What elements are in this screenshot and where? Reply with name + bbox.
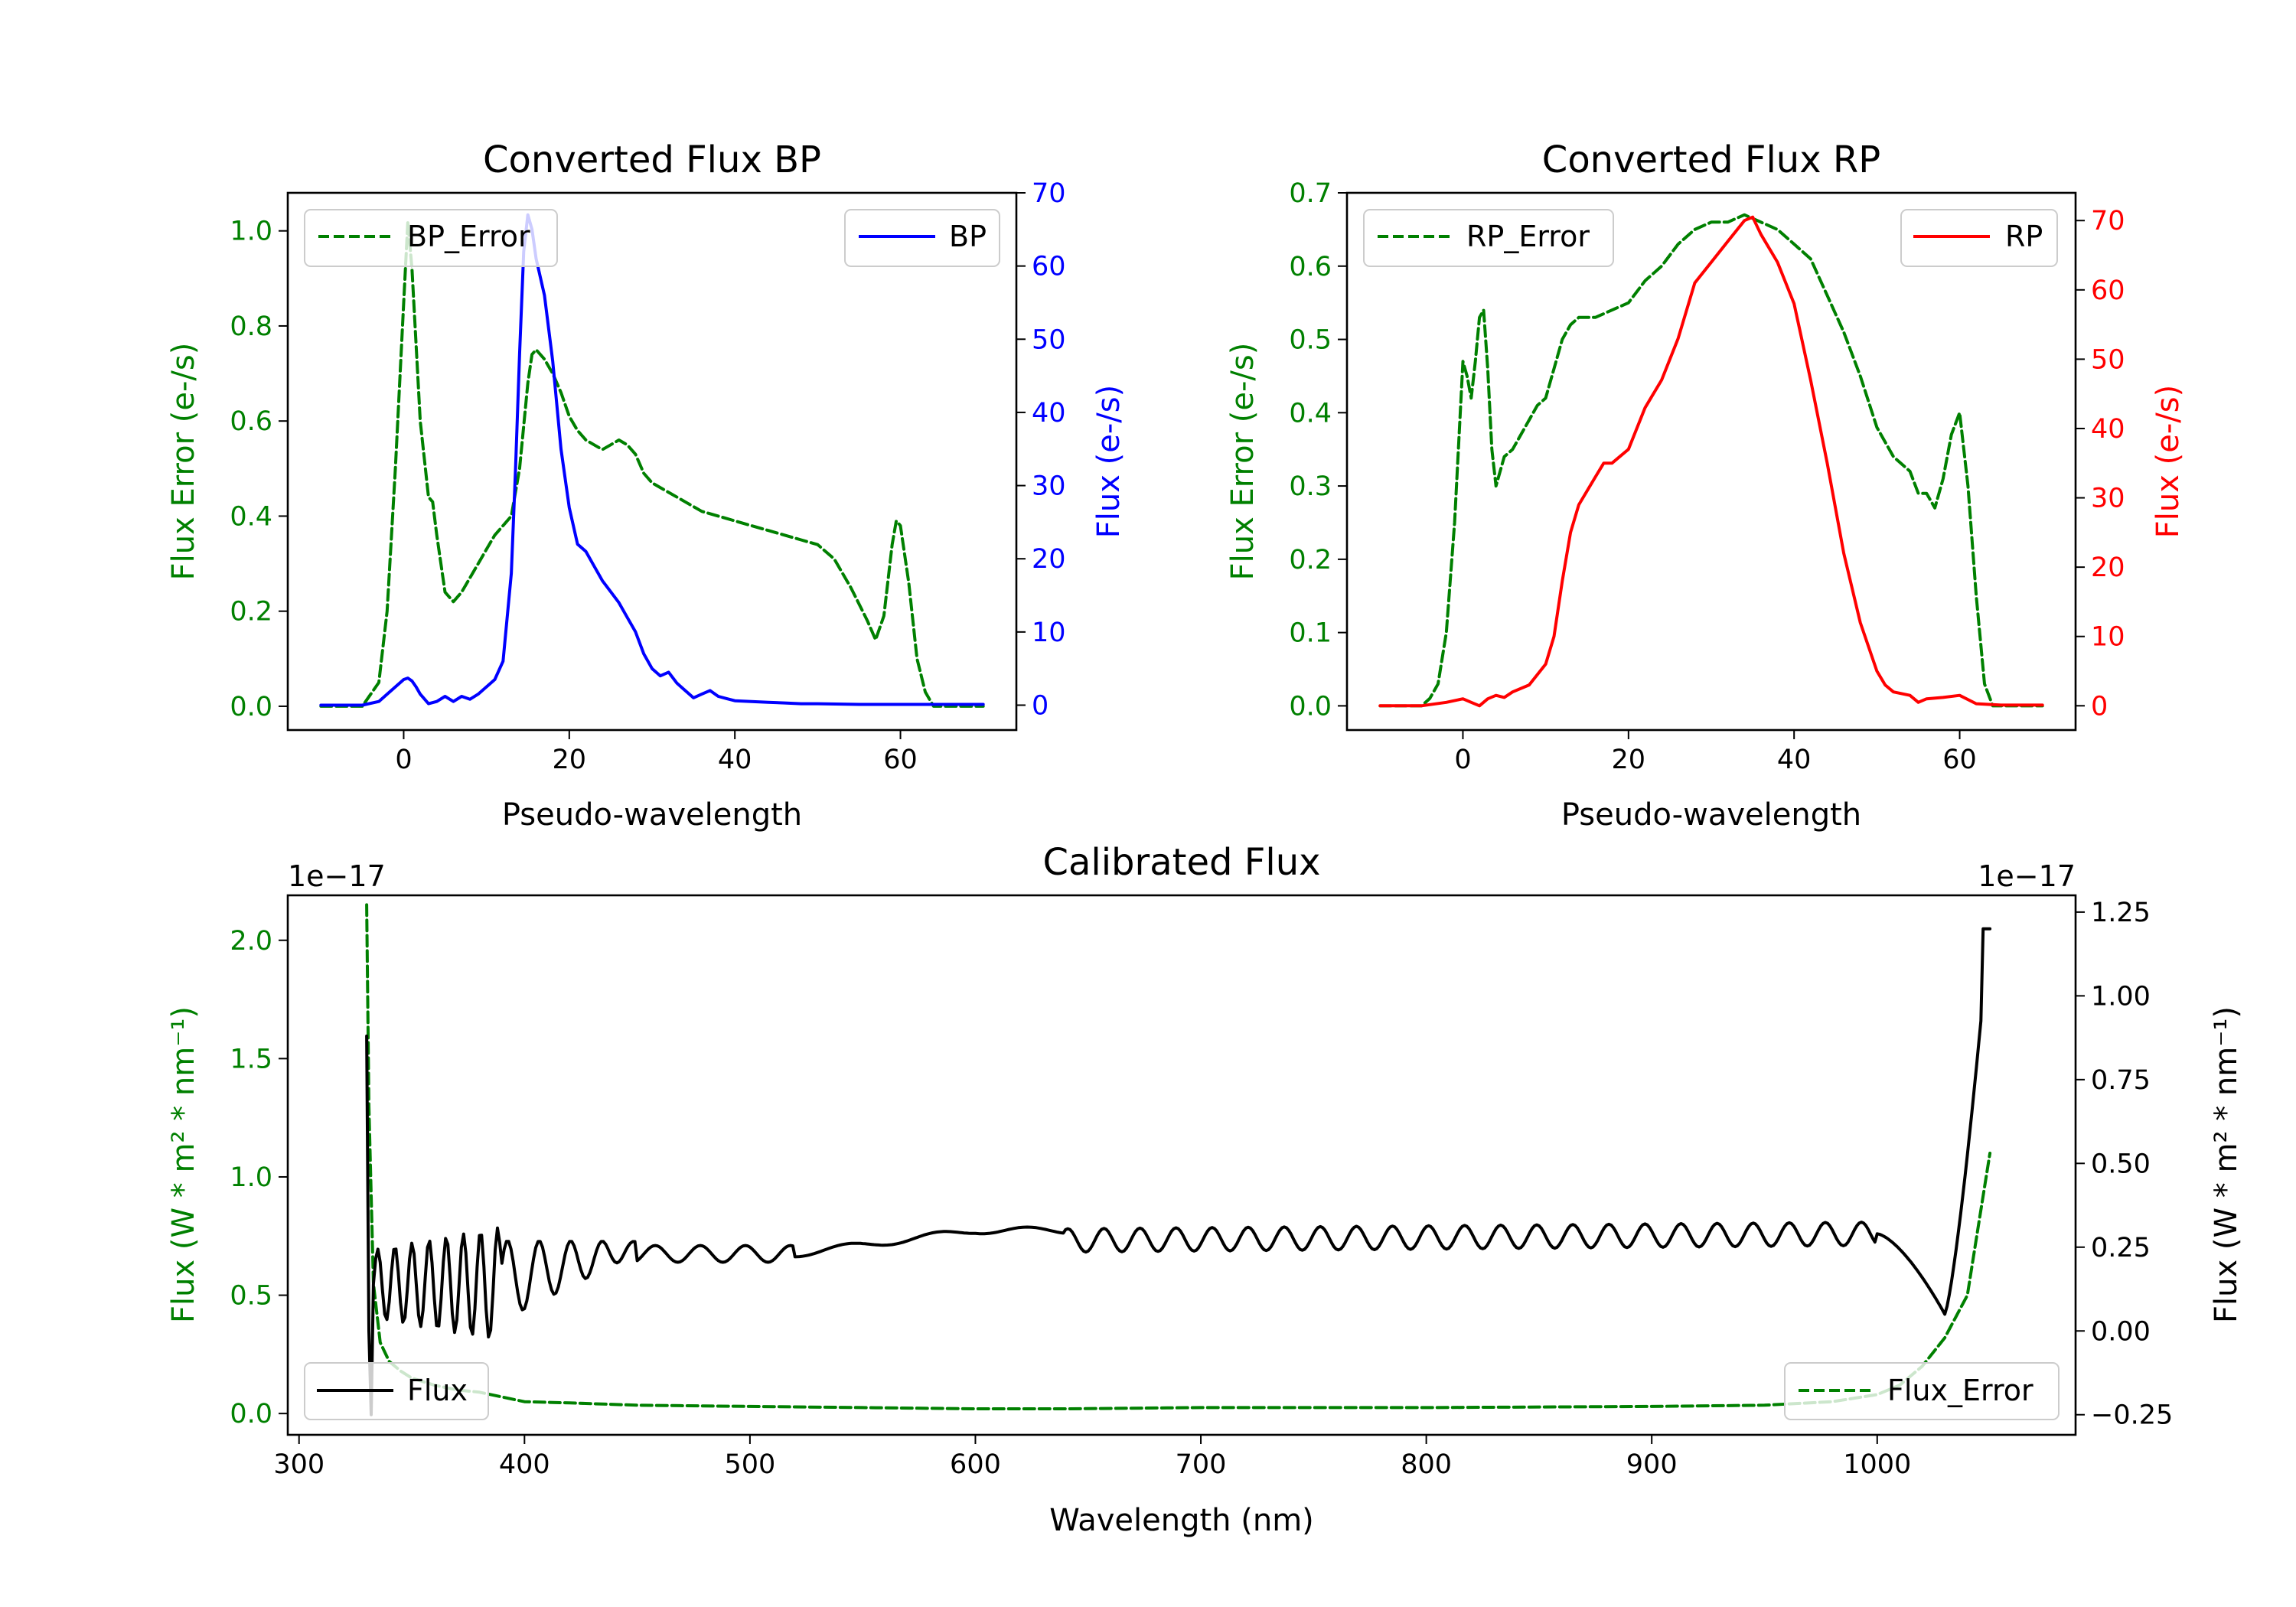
- cal-ytick-right-label: 1.00: [2091, 981, 2151, 1012]
- rp-ytick-right-label: 0: [2091, 691, 2108, 722]
- rp-xtick-label: 20: [1612, 745, 1646, 775]
- bp-ytick-right-label: 60: [1032, 252, 1066, 282]
- rp-ytick-left-label: 0.3: [1289, 471, 1332, 502]
- rp-ytick-left-label: 0.6: [1289, 252, 1332, 282]
- bp-ytick-right-label: 50: [1032, 324, 1066, 355]
- rp-ytick-right-label: 40: [2091, 414, 2125, 445]
- cal-xtick-label: 700: [1176, 1449, 1227, 1480]
- cal-ylabel-left: Flux (W * m² * nm⁻¹): [166, 1006, 201, 1323]
- cal-ytick-right-label: 1.25: [2091, 898, 2151, 928]
- bp-title: Converted Flux BP: [483, 139, 821, 181]
- cal-xtick-label: 600: [950, 1449, 1001, 1480]
- rp-ylabel-left: Flux Error (e-/s): [1225, 343, 1261, 581]
- bp-xlabel: Pseudo-wavelength: [502, 797, 802, 833]
- bp-ytick-right-label: 30: [1032, 471, 1066, 502]
- cal-ytick-right-label: −0.25: [2091, 1400, 2173, 1431]
- cal-title: Calibrated Flux: [1042, 841, 1320, 884]
- rp-ytick-right-label: 60: [2091, 275, 2125, 306]
- bp-ytick-right-label: 10: [1032, 618, 1066, 648]
- rp-ytick-left-label: 0.5: [1289, 325, 1332, 356]
- rp-ylabel-right: Flux (e-/s): [2151, 385, 2186, 538]
- cal-offset-right: 1e−17: [1978, 859, 2076, 893]
- cal-offset-left: 1e−17: [288, 859, 386, 893]
- cal-ytick-left-label: 2.0: [230, 926, 272, 957]
- cal-series-flux: [365, 927, 1992, 1416]
- rp-legend-left: RP_Error: [1363, 209, 1614, 267]
- rp-ytick-left-label: 0.4: [1289, 398, 1332, 429]
- cal-xlabel: Wavelength (nm): [1049, 1503, 1314, 1538]
- bp-legend-right: BP: [844, 209, 1000, 267]
- calibrated-panel: Calibrated Flux 1e−17 1e−17 300 400 500 600…: [166, 841, 2244, 1538]
- bp-ytick-left-label: 0.6: [230, 406, 272, 437]
- cal-ytick-right-label: 0.25: [2091, 1233, 2151, 1263]
- cal-ytick-left-label: 0.0: [230, 1399, 272, 1429]
- rp-series-rp-error: [1378, 213, 2044, 708]
- bp-ytick-right-label: 0: [1032, 690, 1049, 721]
- rp-ytick-right-label: 20: [2091, 553, 2125, 583]
- cal-ytick-right-label: 0.50: [2091, 1149, 2151, 1179]
- bp-ylabel-right: Flux (e-/s): [1091, 385, 1127, 538]
- rp-xlabel: Pseudo-wavelength: [1561, 797, 1861, 833]
- rp-ytick-right-label: 30: [2091, 484, 2125, 514]
- bp-legend-right-label: BP: [949, 220, 987, 253]
- rp-ytick-left-label: 0.1: [1289, 618, 1332, 649]
- bp-panel: Converted Flux BP 0 20 40 60 0.0 0.2 0.4 0.6 0.8…: [166, 139, 1127, 833]
- rp-ytick-left-label: 0.2: [1289, 545, 1332, 575]
- cal-ytick-right-label: 0.00: [2091, 1316, 2151, 1347]
- bp-legend-left: BP_Error: [304, 209, 558, 267]
- rp-series-rp: [1378, 215, 2044, 708]
- cal-xtick-label: 800: [1401, 1449, 1452, 1480]
- rp-legend-left-label: RP_Error: [1466, 220, 1590, 253]
- bp-xtick-label: 20: [553, 745, 587, 775]
- cal-xtick-label: 1000: [1843, 1449, 1911, 1480]
- rp-title: Converted Flux RP: [1542, 139, 1880, 181]
- rp-panel: Converted Flux RP 0 20 40 60 0.0 0.1 0.2 0.3 0.4…: [1225, 139, 2186, 833]
- rp-ytick-left-label: 0.7: [1289, 178, 1332, 209]
- rp-plot-frame: [1345, 191, 2077, 732]
- bp-ytick-right-label: 70: [1032, 178, 1066, 209]
- bp-ytick-right-label: 20: [1032, 544, 1066, 575]
- cal-plot-frame: [286, 894, 2077, 1436]
- bp-ytick-left-label: 0.0: [230, 692, 272, 722]
- rp-ytick-right-label: 70: [2091, 206, 2125, 236]
- bp-series-bp: [319, 213, 985, 707]
- cal-legend-left: Flux: [304, 1362, 489, 1420]
- rp-legend-right: RP: [1900, 209, 2058, 267]
- cal-legend-right: Flux_Error: [1784, 1362, 2060, 1420]
- rp-ytick-right-label: 50: [2091, 344, 2125, 375]
- cal-xtick-label: 400: [499, 1449, 550, 1480]
- bp-xtick-label: 0: [395, 745, 412, 775]
- cal-xtick-label: 300: [273, 1449, 325, 1480]
- cal-ytick-left-label: 0.5: [230, 1281, 272, 1312]
- bp-ytick-left-label: 0.4: [230, 501, 272, 532]
- bp-plot-frame: [286, 191, 1018, 732]
- rp-ytick-right-label: 10: [2091, 622, 2125, 653]
- cal-ytick-left-label: 1.5: [230, 1044, 272, 1074]
- cal-series-flux-error: [365, 903, 1992, 1410]
- rp-ytick-left-label: 0.0: [1289, 691, 1332, 722]
- bp-xtick-label: 40: [718, 745, 752, 775]
- bp-ytick-right-label: 40: [1032, 398, 1066, 429]
- cal-ytick-left-label: 1.0: [230, 1162, 272, 1193]
- cal-legend-right-label: Flux_Error: [1887, 1374, 2033, 1407]
- bp-ylabel-left: Flux Error (e-/s): [166, 343, 201, 581]
- cal-ylabel-right: Flux (W * m² * nm⁻¹): [2209, 1006, 2244, 1323]
- rp-xtick-label: 60: [1942, 745, 1977, 775]
- bp-ytick-left-label: 0.8: [230, 311, 272, 342]
- rp-xtick-label: 0: [1454, 745, 1471, 775]
- bp-ytick-left-label: 1.0: [230, 217, 272, 247]
- bp-ytick-left-label: 0.2: [230, 597, 272, 627]
- bp-legend-left-label: BP_Error: [407, 220, 530, 253]
- cal-xtick-label: 900: [1626, 1449, 1678, 1480]
- rp-legend-right-label: RP: [2005, 220, 2043, 253]
- cal-ytick-right-label: 0.75: [2091, 1065, 2151, 1096]
- cal-legend-left-label: Flux: [407, 1374, 468, 1407]
- bp-xtick-label: 60: [883, 745, 918, 775]
- bp-series-bp-error: [319, 220, 985, 708]
- rp-xtick-label: 40: [1777, 745, 1812, 775]
- cal-xtick-label: 500: [724, 1449, 775, 1480]
